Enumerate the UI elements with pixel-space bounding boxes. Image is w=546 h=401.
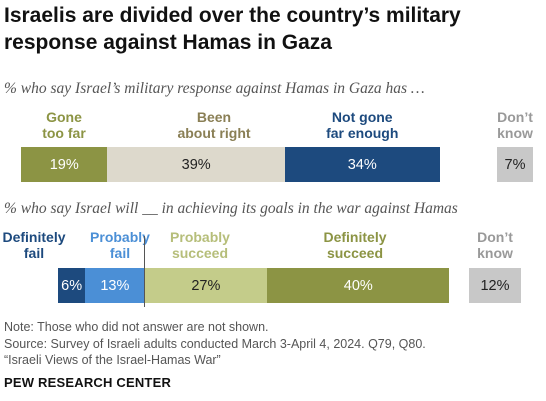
chart1-bar-0: 19% [21,147,108,182]
chart2-bar-4: 12% [469,268,521,303]
chart2-value-label-1: 13% [100,277,130,294]
chart2-bar-0: 6% [58,268,86,303]
chart1-value-label-3: 7% [504,156,526,173]
chart2-diverging-line [144,236,145,307]
chart1-category-label-1: Been about right [154,109,274,141]
chart2-category-line: fail [109,245,131,261]
chart1-category-label-0: Gone too far [4,109,124,141]
chart1-value-label-1: 39% [181,156,211,173]
chart2-category-line: succeed [326,245,384,261]
chart2-category-line: Probably [90,229,150,245]
chart2-category-label-0: Definitely fail [0,229,94,261]
chart1-subtitle: % who say Israel’s military response aga… [4,80,425,97]
chart1-category-label-3: Don’t know [455,109,546,141]
chart1-category-line: about right [177,125,251,141]
chart2-category-line: Definitely [2,229,66,245]
chart2-category-line: know [477,245,513,261]
note-text: Note: Those who did not answer are not s… [4,320,269,334]
chart2-category-line: Probably [170,229,230,245]
chart2-bar-3: 40% [267,268,450,303]
chart2-bar-1: 13% [85,268,145,303]
chart2-bar-2: 27% [144,268,268,303]
chart2-category-line: succeed [171,245,229,261]
chart2-category-label-3: Definitely succeed [295,229,415,261]
chart2-subtitle: % who say Israel will __ in achieving it… [4,200,458,217]
chart2-value-label-4: 12% [480,277,510,294]
chart1-value-label-0: 19% [49,156,79,173]
chart2-category-label-2: Probably succeed [140,229,260,261]
chart2-category-label-4: Don’t know [435,229,546,261]
chart2-category-label-1: Probably fail [60,229,180,261]
chart1-category-line: Gone [46,109,82,125]
chart2-value-label-3: 40% [343,277,373,294]
chart1-category-line: Not gone [331,109,393,125]
chart1-category-line: far enough [326,125,399,141]
chart2-category-line: Definitely [323,229,387,245]
chart2-value-label-0: 6% [61,277,83,294]
chart2-value-label-2: 27% [191,277,221,294]
chart1-category-line: know [497,125,533,141]
chart1-category-line: Been [196,109,232,125]
chart-title: Israelis are divided over the country’s … [4,4,461,54]
report-title-text: “Israeli Views of the Israel-Hamas War” [4,353,221,367]
chart1-category-line: Don’t [497,109,533,125]
chart1-bar-2: 34% [284,147,440,182]
chart1-bar-1: 39% [107,147,285,182]
pew-logo-text: PEW RESEARCH CENTER [4,375,172,390]
source-text: Source: Survey of Israeli adults conduct… [4,337,426,351]
chart1-category-line: too far [42,125,86,141]
chart1-category-label-2: Not gone far enough [302,109,422,141]
chart1-value-label-2: 34% [347,156,377,173]
chart2-category-line: Don’t [477,229,513,245]
chart1-bar-3: 7% [497,147,533,182]
chart2-category-line: fail [23,245,45,261]
